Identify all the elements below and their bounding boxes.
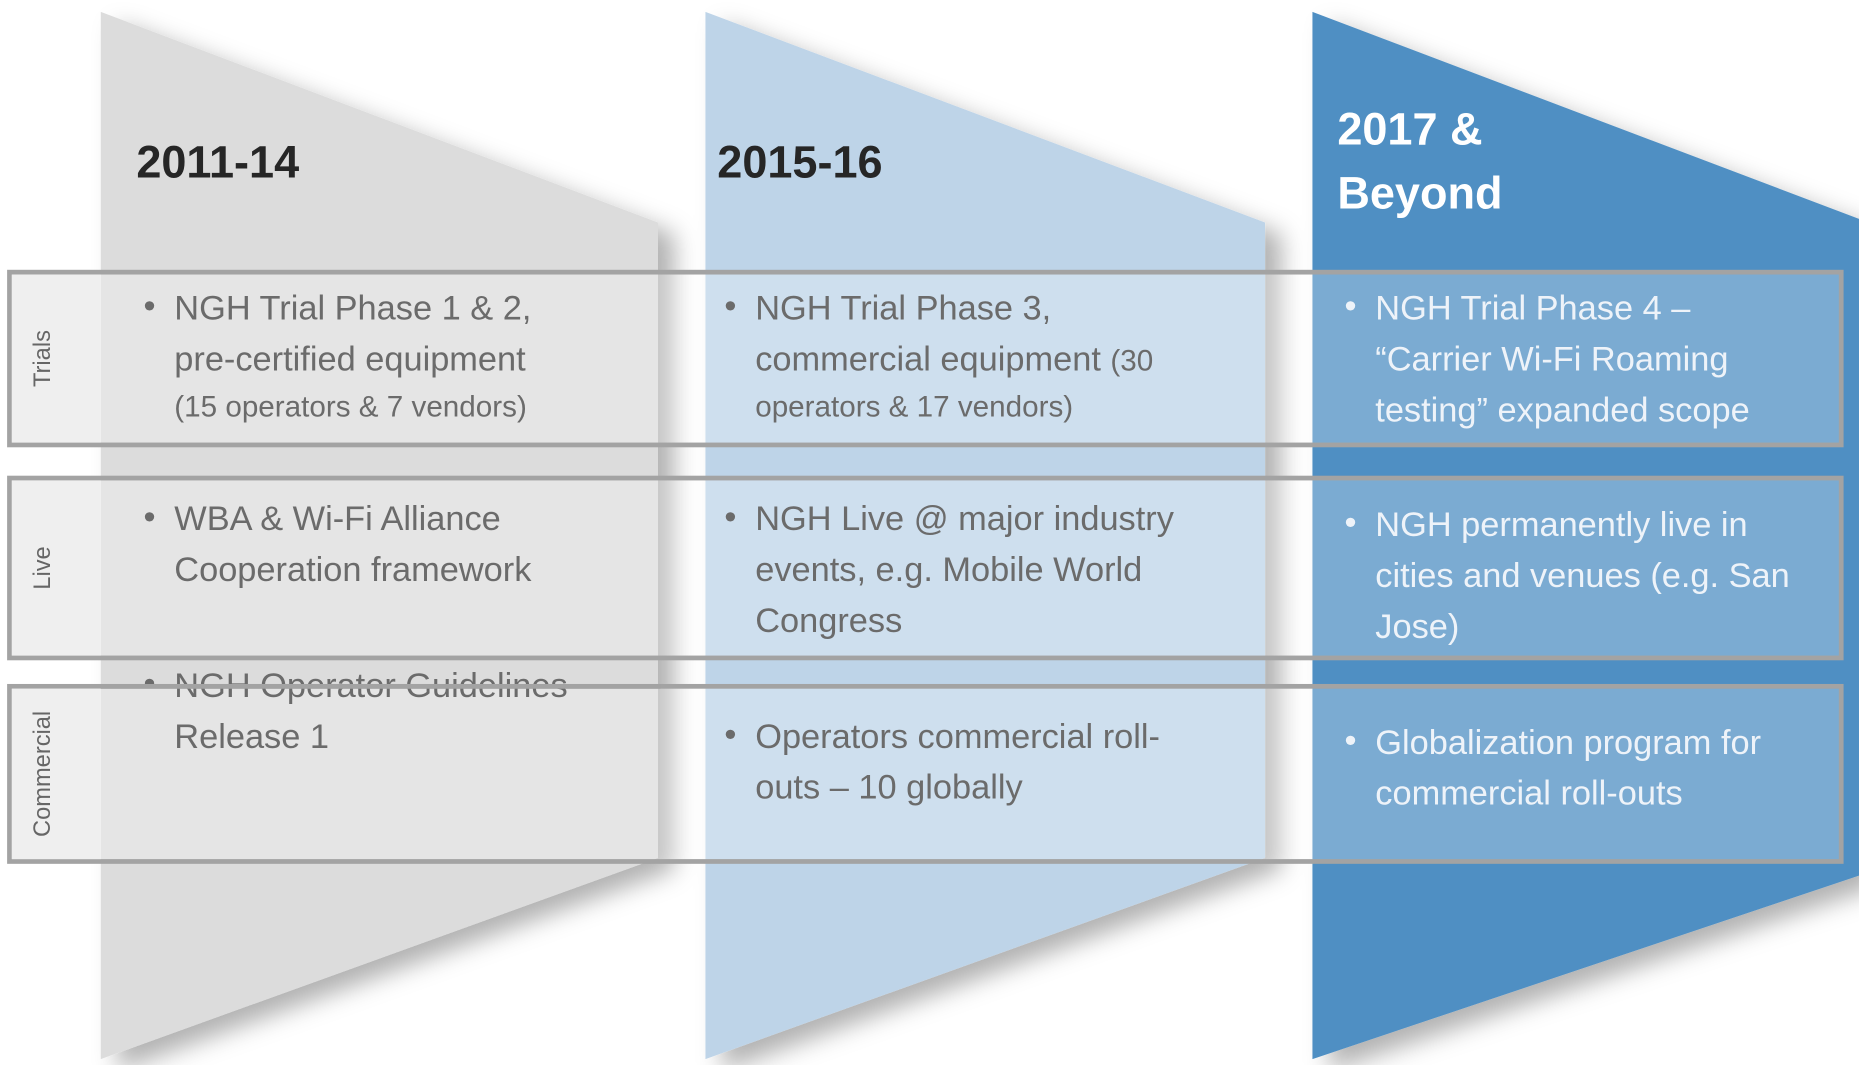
cell-detail: (15 operators & 7 vendors) — [174, 391, 527, 424]
row-label: Live — [30, 546, 56, 589]
bullet: • — [143, 287, 155, 325]
cell-line: NGH Trial Phase 3, — [755, 290, 1051, 328]
bullet: • — [724, 716, 736, 754]
cell-line: events, e.g. Mobile World — [755, 551, 1142, 589]
cell-detail: (30 — [1110, 344, 1153, 377]
cell-line: WBA & Wi-Fi Alliance — [174, 500, 500, 538]
cell-line: NGH Live @ major industry — [755, 500, 1175, 538]
cell-detail: operators & 17 vendors) — [755, 391, 1073, 424]
bullet: • — [724, 287, 736, 325]
cell-line: outs – 10 globally — [755, 769, 1023, 807]
bullet: • — [143, 498, 155, 536]
row-label-strip — [11, 274, 101, 443]
row-label: Commercial — [30, 711, 56, 837]
phase-title: Beyond — [1337, 167, 1502, 218]
cell-line: “Carrier Wi-Fi Roaming — [1375, 340, 1728, 378]
row-label-strip — [11, 688, 101, 860]
cell-line: cities and venues (e.g. San — [1375, 557, 1790, 595]
bullet: • — [1344, 287, 1356, 325]
row-label-strip — [11, 480, 101, 656]
cell-line: Jose) — [1375, 608, 1459, 646]
cell-line: testing” expanded scope — [1375, 391, 1749, 429]
cell-line: NGH Trial Phase 4 – — [1375, 290, 1691, 328]
bullet: • — [724, 498, 736, 536]
phase-title: 2017 & — [1337, 103, 1482, 154]
cell-line: Globalization program for — [1375, 724, 1761, 762]
cell-line: Release 1 — [174, 718, 329, 756]
cell-line: NGH permanently live in — [1375, 506, 1747, 544]
cell-line: Operators commercial roll- — [755, 718, 1160, 756]
row-label: Trials — [30, 330, 56, 387]
row-box — [7, 475, 1844, 661]
cell-line-text: commercial equipment — [755, 340, 1101, 378]
cell-line: Cooperation framework — [174, 551, 532, 589]
cell-line: Congress — [755, 602, 902, 640]
cell-line: commercial roll-outs — [1375, 775, 1682, 813]
phase-title: 2011-14 — [136, 137, 299, 188]
cell-line: NGH Trial Phase 1 & 2, — [174, 290, 531, 328]
cell-line: commercial equipment (30 — [755, 340, 1153, 378]
bullet: • — [1344, 504, 1356, 542]
cell-line: pre-certified equipment — [174, 340, 526, 378]
row-box — [7, 269, 1844, 448]
row-box — [7, 683, 1844, 864]
bullet: • — [1344, 721, 1356, 759]
bullet: • — [143, 665, 155, 703]
phase-title: 2015-16 — [717, 137, 882, 188]
